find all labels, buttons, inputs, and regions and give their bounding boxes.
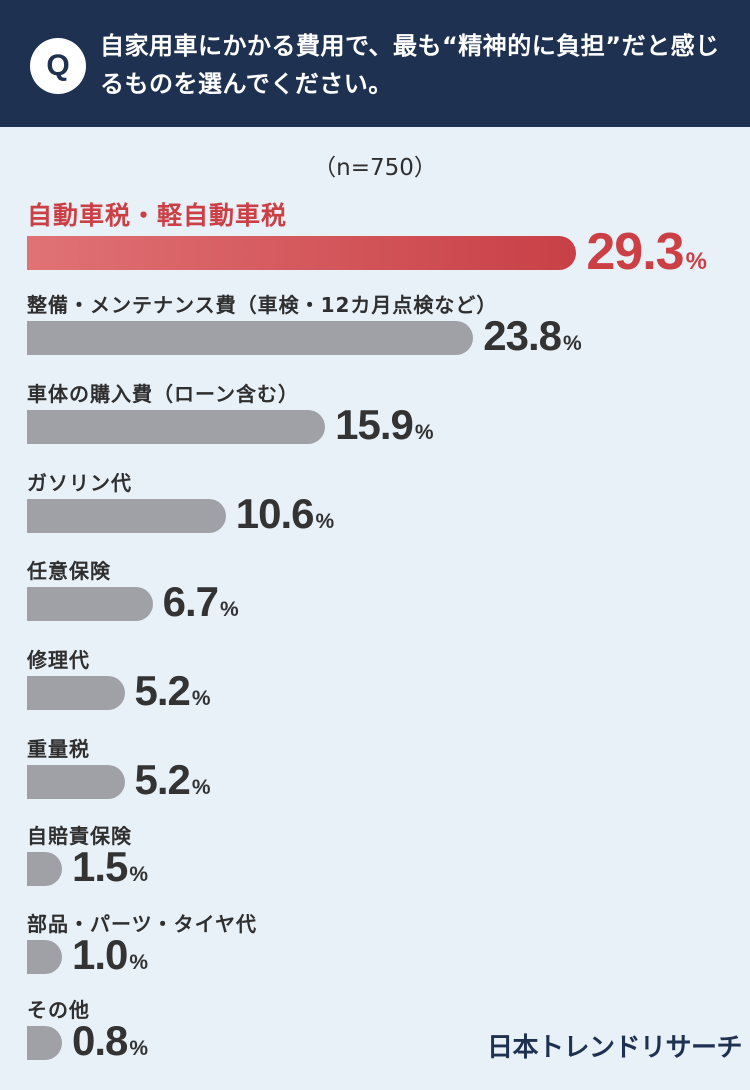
percent-unit: % [315, 510, 335, 533]
value-number: 10.6 [235, 490, 315, 537]
value-number: 5.2 [134, 756, 191, 803]
value-label: 15.9% [335, 401, 433, 449]
value-number: 0.8 [72, 1017, 128, 1064]
value-label: 10.6% [236, 490, 334, 538]
category-label: 重量税 [27, 737, 90, 761]
value-label: 0.8% [72, 1017, 148, 1065]
bar [27, 499, 226, 533]
value-label: 29.3% [586, 222, 707, 282]
category-label: 整備・メンテナンス費（車検・12カ月点検など） [27, 293, 498, 317]
q-badge-icon: Q [30, 38, 86, 94]
value-label: 1.0% [72, 931, 148, 979]
bar [27, 852, 62, 886]
percent-unit: % [191, 776, 211, 799]
percent-unit: % [129, 951, 149, 974]
category-label: 自動車税・軽自動車税 [27, 201, 288, 230]
value-number: 6.7 [162, 578, 219, 625]
category-label: 部品・パーツ・タイヤ代 [27, 912, 257, 936]
percent-unit: % [220, 598, 239, 621]
sample-size-note: （n=750） [313, 155, 437, 181]
value-number: 23.8 [483, 312, 562, 359]
value-label: 23.8% [483, 312, 581, 360]
bar [27, 236, 577, 270]
value-label: 5.2% [135, 667, 211, 715]
category-label: 修理代 [27, 648, 90, 672]
percent-unit: % [129, 1037, 149, 1060]
value-number: 15.9 [335, 401, 414, 448]
percent-unit: % [685, 248, 707, 275]
bar [27, 765, 125, 799]
bar [27, 676, 125, 710]
bar [27, 1026, 62, 1060]
percent-unit: % [129, 863, 149, 886]
value-number: 29.3 [586, 223, 684, 281]
value-number: 1.5 [72, 843, 128, 890]
brand-logo: 日本トレンドリサーチ [487, 1033, 743, 1063]
bar [27, 940, 62, 974]
bar [27, 587, 153, 621]
question-text: 自家用車にかかる費用で、最も“精神的に負担”だと感じるものを選んでください。 [100, 32, 720, 98]
bar [27, 321, 474, 355]
q-letter: Q [46, 49, 70, 82]
value-label: 5.2% [135, 756, 211, 804]
value-number: 5.2 [134, 667, 191, 714]
category-label: 自賠責保険 [27, 824, 132, 848]
category-label: その他 [27, 998, 90, 1022]
value-label: 6.7% [163, 578, 239, 626]
percent-unit: % [414, 421, 434, 444]
category-label: 任意保険 [27, 559, 111, 583]
category-label: ガソリン代 [27, 471, 132, 495]
bar [27, 410, 326, 444]
percent-unit: % [563, 332, 582, 355]
value-label: 1.5% [72, 843, 148, 891]
percent-unit: % [191, 687, 211, 710]
question-header: Q 自家用車にかかる費用で、最も“精神的に負担”だと感じるものを選んでください。 [0, 0, 750, 127]
category-label: 車体の購入費（ローン含む） [27, 382, 299, 406]
value-number: 1.0 [72, 931, 128, 978]
